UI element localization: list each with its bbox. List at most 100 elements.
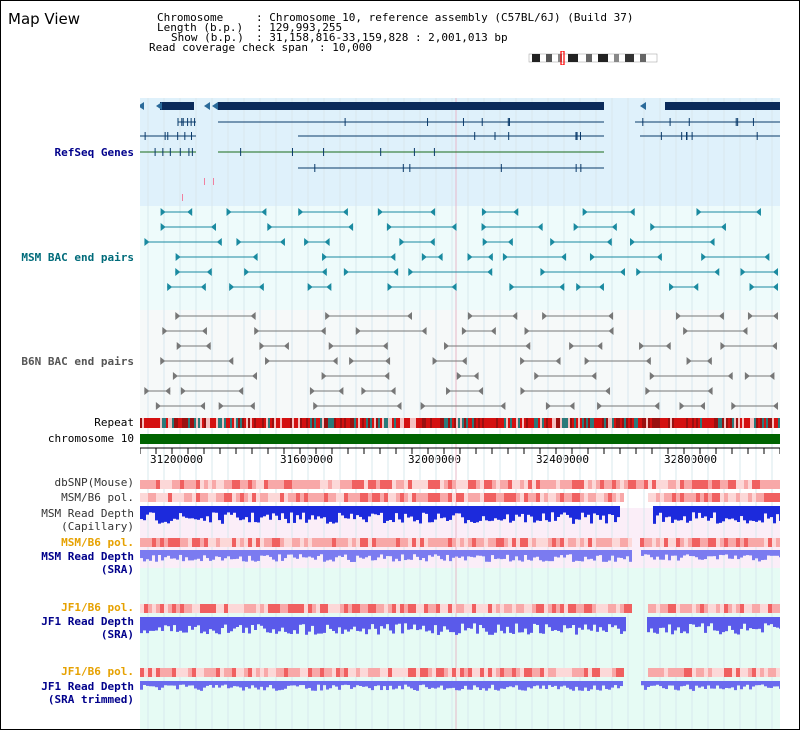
polymorphism-cell <box>144 493 148 502</box>
read-depth-bar <box>650 681 653 686</box>
jf1-read-depth-sra-label[interactable]: JF1 Read Depth <box>41 615 134 628</box>
polymorphism-cell <box>708 604 712 613</box>
polymorphism-cell <box>584 493 588 502</box>
repeat-segment <box>228 418 230 428</box>
read-depth-bar <box>530 617 533 633</box>
polymorphism-cell <box>492 604 496 613</box>
repeat-segment <box>540 418 542 428</box>
read-depth-bar <box>284 681 287 689</box>
b6n-bac-pair-end <box>446 387 452 395</box>
read-depth-bar <box>269 617 272 633</box>
read-depth-bar <box>419 506 422 524</box>
polymorphism-cell <box>704 538 708 547</box>
msm-read-depth-sra-label[interactable]: MSM Read Depth <box>41 550 134 563</box>
page-title: Map View <box>8 10 81 28</box>
read-depth-bar <box>335 617 338 634</box>
jf1-b6-pol-label[interactable]: JF1/B6 pol. <box>61 601 134 614</box>
repeat-segment <box>414 418 416 428</box>
repeat-segment <box>576 418 578 428</box>
polymorphism-cell <box>384 480 388 489</box>
read-depth-bar <box>545 617 548 625</box>
read-depth-bar <box>203 681 206 688</box>
repeat-segment <box>760 418 762 428</box>
polymorphism-cell <box>484 604 488 613</box>
repeat-segment <box>156 418 158 428</box>
read-depth-bar <box>686 681 689 685</box>
repeat-segment <box>548 418 550 428</box>
polymorphism-cell <box>508 480 512 489</box>
polymorphism-cell <box>164 604 168 613</box>
read-depth-bar <box>344 550 347 555</box>
refseq-genes-label[interactable]: RefSeq Genes <box>54 146 134 159</box>
repeat-segment <box>650 418 652 428</box>
read-depth-bar <box>461 617 464 624</box>
polymorphism-cell <box>380 604 384 613</box>
read-depth-bar <box>611 617 614 628</box>
msm-b6-pol-label[interactable]: MSM/B6 pol. <box>61 491 134 504</box>
repeat-segment <box>510 418 512 428</box>
polymorphism-cell <box>532 668 536 677</box>
read-depth-bar <box>314 550 317 560</box>
read-depth-bar <box>479 506 482 521</box>
jf1-b6-pol-trimmed-label[interactable]: JF1/B6 pol. <box>61 665 134 678</box>
read-depth-bar <box>503 681 506 689</box>
repeat-segment <box>708 418 710 428</box>
polymorphism-cell <box>436 538 440 547</box>
b6n-bac-pair-end <box>249 402 255 410</box>
polymorphism-cell <box>776 538 780 547</box>
polymorphism-cell <box>700 604 704 613</box>
repeat-segment <box>710 418 712 428</box>
read-depth-bar <box>227 550 230 557</box>
genome-tracks-canvas[interactable] <box>140 98 780 730</box>
read-depth-bar <box>530 506 533 517</box>
polymorphism-cell <box>700 493 704 502</box>
b6n-bac-pair-end <box>699 402 705 410</box>
read-depth-bar <box>602 550 605 562</box>
read-depth-bar <box>404 681 407 685</box>
repeat-segment <box>730 418 732 428</box>
polymorphism-cell <box>584 668 588 677</box>
polymorphism-cell <box>596 493 600 502</box>
polymorphism-cell <box>776 604 780 613</box>
gene-marker <box>213 178 214 185</box>
polymorphism-cell <box>532 493 536 502</box>
jf1-read-depth-trimmed-label[interactable]: JF1 Read Depth <box>41 680 134 693</box>
read-depth-bar <box>329 506 332 522</box>
msm-bac-end-pairs-label[interactable]: MSM BAC end pairs <box>21 251 134 264</box>
chromosome-ideogram[interactable] <box>528 51 660 65</box>
read-depth-bar <box>266 681 269 688</box>
read-depth-bar <box>497 681 500 691</box>
read-depth-bar <box>392 506 395 523</box>
polymorphism-cell <box>624 480 628 489</box>
b6n-bac-end-pairs-label[interactable]: B6N BAC end pairs <box>21 355 134 368</box>
read-depth-bar <box>647 681 650 688</box>
polymorphism-cell <box>460 604 464 613</box>
dbsnp-label[interactable]: dbSNP(Mouse) <box>54 476 134 489</box>
read-depth-bar <box>152 681 155 687</box>
msm-bac-pair-end <box>216 238 222 246</box>
polymorphism-cell <box>468 493 472 502</box>
gene-strand-arrow <box>140 102 144 110</box>
read-depth-bar <box>344 617 347 630</box>
polymorphism-cell <box>192 493 196 502</box>
read-depth-bar <box>461 550 464 557</box>
read-depth-bar <box>239 550 242 557</box>
msm-b6-pol-sra-label[interactable]: MSM/B6 pol. <box>61 536 134 549</box>
polymorphism-cell <box>400 480 404 489</box>
repeat-segment <box>172 418 174 428</box>
repeat-segment <box>252 418 254 428</box>
read-depth-bar <box>668 506 671 517</box>
repeat-segment <box>590 418 592 428</box>
msm-bac-pair-end <box>656 253 662 261</box>
read-depth-bar <box>494 550 497 560</box>
read-depth-bar <box>230 506 233 515</box>
read-depth-bar <box>350 550 353 562</box>
msm-bac-pair-end <box>206 268 212 276</box>
read-depth-bar <box>581 617 584 630</box>
b6n-bac-pair-end <box>773 312 778 320</box>
read-depth-bar <box>590 617 593 631</box>
polymorphism-cell <box>144 538 148 547</box>
polymorphism-cell <box>416 604 420 613</box>
msm-read-depth-capillary-label[interactable]: MSM Read Depth <box>41 507 134 520</box>
repeat-segment <box>678 418 680 428</box>
